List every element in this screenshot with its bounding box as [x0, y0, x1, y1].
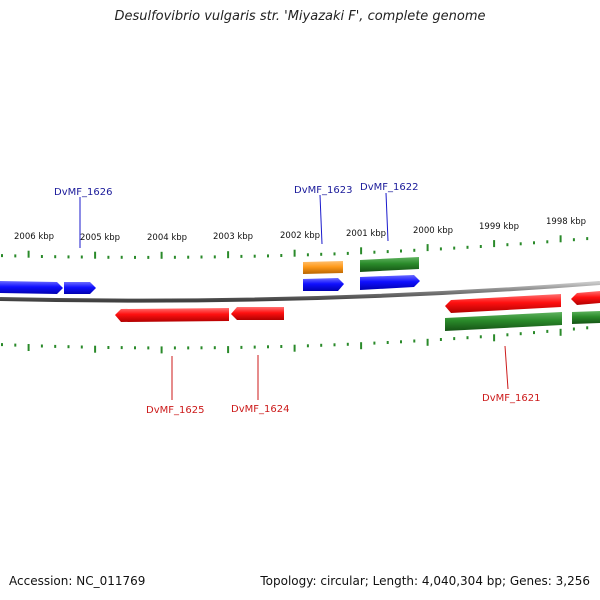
- cds-forward-dvmf1623[interactable]: [303, 278, 344, 291]
- gene-label-dvmf1624[interactable]: DvMF_1624: [231, 404, 289, 415]
- scale-label-2000: 2000 kbp: [413, 226, 453, 236]
- gene-label-dvmf1626[interactable]: DvMF_1626: [54, 187, 112, 198]
- gene-feature-dvmf1622[interactable]: [360, 257, 419, 272]
- scale-label-2004: 2004 kbp: [147, 233, 187, 243]
- leader-line-dvmf1621: [504, 345, 509, 390]
- scale-label-1999: 1999 kbp: [479, 222, 519, 232]
- cds-reverse-dvmf1621[interactable]: [445, 294, 561, 313]
- genome-summary-text: Topology: circular; Length: 4,040,304 bp…: [260, 574, 590, 588]
- gene-feature[interactable]: [572, 311, 600, 324]
- scale-label-2002: 2002 kbp: [280, 231, 320, 241]
- cds-forward[interactable]: [64, 282, 96, 294]
- backbone-ring: [0, 281, 600, 303]
- scale-label-2005: 2005 kbp: [80, 233, 120, 243]
- leader-line-dvmf1622: [385, 192, 389, 242]
- leader-line-dvmf1623: [319, 194, 323, 245]
- tick-row-outer: [1, 235, 589, 259]
- gene-label-dvmf1622[interactable]: DvMF_1622: [360, 182, 418, 193]
- gene-label-dvmf1625[interactable]: DvMF_1625: [146, 405, 204, 416]
- tick-row-inner: [1, 326, 589, 354]
- cds-forward-dvmf1622[interactable]: [360, 275, 420, 290]
- scale-label-2006: 2006 kbp: [14, 232, 54, 242]
- accession-text: Accession: NC_011769: [9, 574, 146, 588]
- cds-forward[interactable]: [0, 281, 63, 294]
- gene-label-dvmf1623[interactable]: DvMF_1623: [294, 185, 352, 196]
- scale-label-1998: 1998 kbp: [546, 217, 586, 227]
- scale-label-2003: 2003 kbp: [213, 232, 253, 242]
- gene-feature-dvmf1621[interactable]: [445, 312, 562, 331]
- cds-reverse-dvmf1625[interactable]: [115, 308, 229, 322]
- rna-feature-dvmf1623[interactable]: [303, 261, 343, 274]
- gene-label-dvmf1621[interactable]: DvMF_1621: [482, 393, 540, 404]
- map-title: Desulfovibrio vulgaris str. 'Miyazaki F'…: [114, 9, 486, 24]
- cds-reverse[interactable]: [571, 291, 600, 305]
- cds-reverse-dvmf1624[interactable]: [231, 307, 284, 320]
- scale-label-2001: 2001 kbp: [346, 229, 386, 239]
